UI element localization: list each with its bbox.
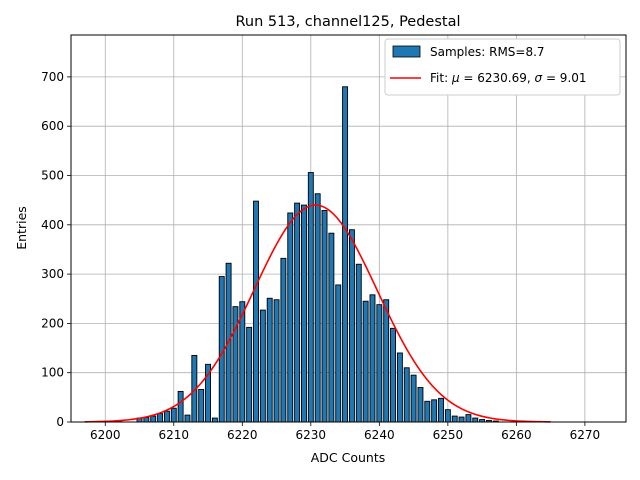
y-tick-label: 600 xyxy=(41,119,64,133)
histogram-bar xyxy=(403,367,410,423)
histogram-bar xyxy=(431,399,438,423)
y-axis-ticks: 0 100 200 300 400 500 600 700 xyxy=(41,70,71,429)
histogram-bar xyxy=(362,300,369,423)
histogram-bar xyxy=(376,304,383,423)
histogram-bar xyxy=(348,229,355,423)
histogram-bar xyxy=(163,410,170,423)
histogram-bar xyxy=(259,309,266,423)
axes-frame xyxy=(70,34,627,423)
y-tick-label: 400 xyxy=(41,218,64,232)
legend-box xyxy=(384,38,621,96)
y-tick-label: 700 xyxy=(41,70,64,84)
x-axis-label: ADC Counts xyxy=(311,450,386,465)
histogram-bar xyxy=(355,263,362,423)
x-tick-label: 6220 xyxy=(227,428,258,442)
histogram-bar xyxy=(438,397,444,423)
x-tick-label: 6250 xyxy=(433,428,464,442)
histogram-bar xyxy=(342,86,349,423)
gaussian-fit-line xyxy=(84,204,551,423)
histogram-bar xyxy=(150,415,157,423)
histogram-bar xyxy=(390,327,396,423)
plot-area xyxy=(70,34,627,423)
histogram-bar xyxy=(369,294,376,423)
histogram-bar xyxy=(417,387,424,423)
histogram-bar xyxy=(424,400,431,423)
x-tick-label: 6230 xyxy=(296,428,327,442)
histogram-bar xyxy=(211,417,218,423)
histogram-bar xyxy=(383,299,390,423)
histogram-bar xyxy=(294,202,301,423)
legend: Samples: RMS=8.7 Fit: μ = 6230.69, σ = 9… xyxy=(384,38,621,96)
x-tick-label: 6210 xyxy=(159,428,190,442)
x-axis-ticks: 6200 6210 6220 6230 6240 6250 6260 6270 xyxy=(90,422,600,442)
x-tick-label: 6270 xyxy=(570,428,601,442)
histogram-bar xyxy=(465,414,472,423)
histogram-bar xyxy=(273,299,280,423)
histogram-bar xyxy=(157,413,164,423)
histogram-bar xyxy=(328,232,335,423)
histogram-bar xyxy=(177,390,184,423)
y-axis-label: Entries xyxy=(14,206,29,250)
histogram-bar xyxy=(246,326,253,423)
histogram-bar xyxy=(335,284,342,423)
histogram-bar xyxy=(301,204,307,423)
histogram-bar xyxy=(287,212,294,423)
histogram-bar xyxy=(143,417,150,423)
histogram-bar xyxy=(280,257,287,423)
histogram-bar xyxy=(451,415,458,423)
x-tick-label: 6200 xyxy=(90,428,121,442)
histogram-bar xyxy=(472,417,479,423)
histogram-bar xyxy=(410,374,417,423)
histogram-bar xyxy=(307,172,314,423)
histogram-bar xyxy=(170,407,177,423)
histogram-bar xyxy=(458,416,465,423)
y-tick-label: 0 xyxy=(56,415,64,429)
histogram-bar xyxy=(314,193,321,423)
y-tick-label: 300 xyxy=(41,267,64,281)
histogram-bar xyxy=(266,297,273,423)
chart-title: Run 513, channel125, Pedestal xyxy=(235,14,460,30)
histogram-bar xyxy=(396,352,403,423)
legend-fit-label: Fit: μ = 6230.69, σ = 9.01 xyxy=(430,71,587,85)
y-tick-label: 500 xyxy=(41,169,64,183)
legend-histogram-label: Samples: RMS=8.7 xyxy=(430,45,545,59)
histogram-bar xyxy=(198,389,205,423)
x-tick-label: 6240 xyxy=(364,428,395,442)
legend-histogram-swatch xyxy=(392,45,421,58)
histogram-bar xyxy=(253,200,259,423)
y-tick-label: 200 xyxy=(41,316,64,330)
histogram-bar xyxy=(184,414,191,423)
histogram-bar xyxy=(444,409,451,423)
y-tick-label: 100 xyxy=(41,366,64,380)
histogram-bars xyxy=(116,86,499,423)
x-tick-label: 6260 xyxy=(501,428,532,442)
histogram-bar xyxy=(321,210,328,423)
